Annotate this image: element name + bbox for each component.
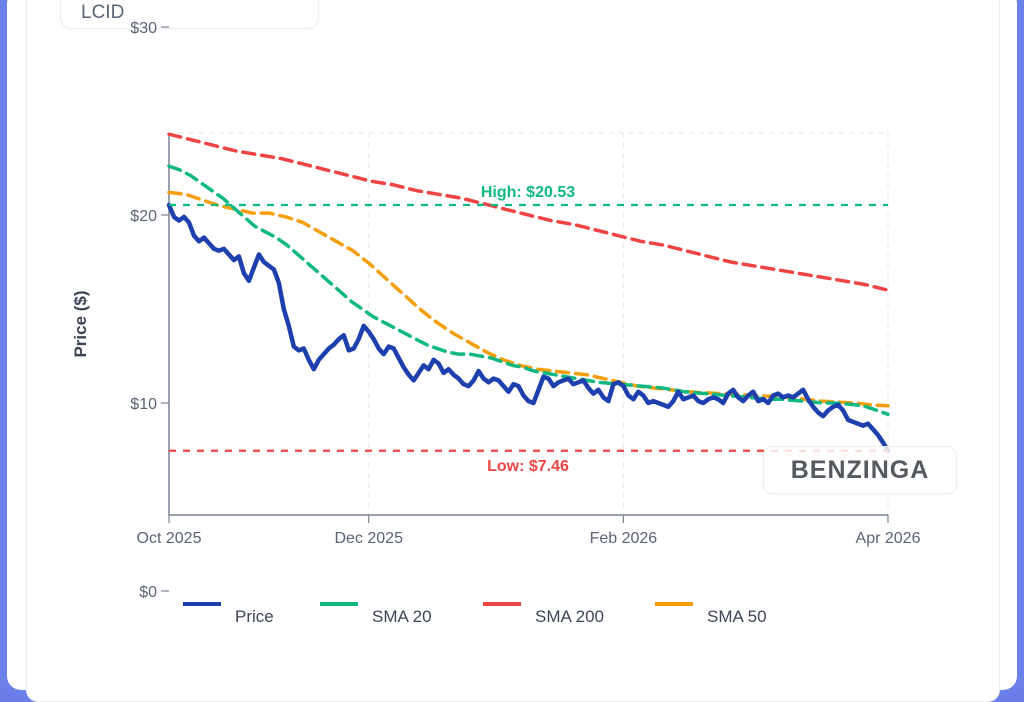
ticker-symbol: LCID [81, 2, 125, 23]
legend-label-price: Price [235, 607, 274, 626]
legend-label-sma20: SMA 20 [372, 607, 432, 626]
y-tick-label: $30 [130, 20, 157, 37]
legend-label-sma200: SMA 200 [535, 607, 604, 626]
annotations: High: $20.53 Low: $7.46 [169, 184, 888, 475]
series-line-sma50 [167, 190, 890, 408]
axes: $0 $10 $20 $30 Oct 2025 Dec 2025 Feb 2026 Apr 2… [71, 20, 921, 601]
legend-label-sma50: SMA 50 [707, 607, 767, 626]
x-tick-label: Apr 2026 [856, 530, 921, 547]
price-chart: $0 $10 $20 $30 Oct 2025 Dec 2025 Feb 2026 Apr 2… [71, 20, 921, 626]
series-lines [166, 132, 891, 454]
y-tick-label: $20 [130, 208, 157, 225]
series-line-price [166, 202, 891, 454]
series-line-sma200 [167, 132, 890, 292]
x-tick-label: Oct 2025 [137, 530, 202, 547]
low-label: Low: $7.46 [487, 458, 569, 475]
y-tick-label: $0 [139, 584, 157, 601]
x-tick-label: Dec 2025 [334, 530, 403, 547]
ticker-label-box: LCID [60, 0, 319, 29]
legend: Price SMA 20 SMA 200 SMA 50 [183, 602, 767, 626]
y-axis-title: Price ($) [71, 290, 90, 357]
series-line-sma20 [167, 164, 890, 417]
high-label: High: $20.53 [481, 184, 575, 201]
chart-card [26, 0, 1000, 702]
watermark-text: BENZINGA [790, 456, 930, 484]
benzinga-watermark: BENZINGA [763, 446, 957, 494]
y-tick-label: $10 [130, 396, 157, 413]
gridlines [169, 132, 889, 515]
x-tick-label: Feb 2026 [590, 530, 658, 547]
